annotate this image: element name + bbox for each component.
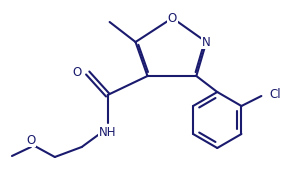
Text: O: O [168, 12, 177, 25]
Text: NH: NH [99, 125, 116, 139]
Text: N: N [202, 36, 211, 49]
Text: O: O [26, 133, 36, 146]
Text: Cl: Cl [269, 88, 281, 101]
Text: O: O [72, 67, 82, 80]
